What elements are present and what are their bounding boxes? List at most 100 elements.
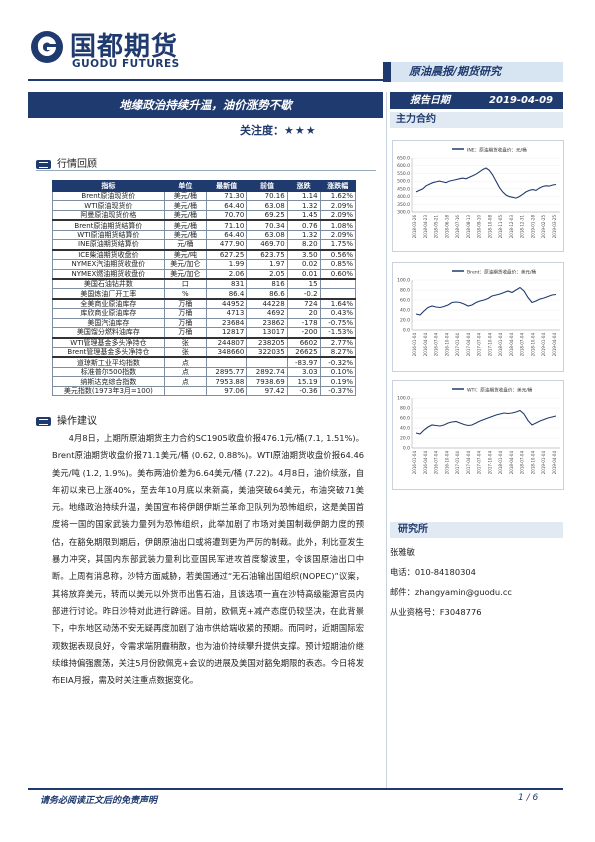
table-cell: 美国馏分燃料油库存 xyxy=(52,327,165,339)
x-tick-label: 2016-10-04 xyxy=(444,333,449,357)
table-cell: 标准普尔500指数 xyxy=(52,366,165,378)
x-tick-label: 2018-04-23 xyxy=(423,215,428,239)
table-cell: 244807 xyxy=(205,336,248,348)
table-cell: 69.25 xyxy=(246,209,288,221)
report-title: 地缘政治持续升温，油价涨势不歇 xyxy=(28,92,383,118)
table-cell: 美国炼油厂开工率 xyxy=(52,288,165,300)
table-cell: 0.43% xyxy=(319,308,357,319)
y-tick-label: 450.0 xyxy=(397,186,410,192)
x-tick-label: 2018-05-21 xyxy=(434,215,439,239)
column-header: 最新值 xyxy=(205,180,248,192)
table-cell xyxy=(319,288,357,300)
y-tick-label: 40.0 xyxy=(400,426,410,432)
table-cell: 0.02 xyxy=(286,259,321,270)
table-cell: 张 xyxy=(163,336,207,348)
table-cell: 纳斯达克综合指数 xyxy=(52,376,165,387)
table-cell: 724 xyxy=(286,297,321,310)
brent-crude-chart: Brent：原油期货收盘价：美元/桶 100.0 80.0 60.0 40.0 20.0 0… xyxy=(392,262,564,372)
x-tick-label: 2019-01-04 xyxy=(541,333,546,357)
x-tick-label: 2018-10-04 xyxy=(530,333,535,357)
table-cell: 0.56% xyxy=(319,248,357,261)
header-rule xyxy=(28,79,383,81)
table-cell xyxy=(205,356,248,368)
focus-stars: ★★★ xyxy=(284,124,317,137)
table-row: 库欣商业原油库存 万桶 4713 4692 20 0.43% xyxy=(52,308,357,319)
table-cell: 1.64% xyxy=(319,297,357,310)
table-cell: 238205 xyxy=(246,336,288,348)
table-cell: 816 xyxy=(246,277,288,290)
researcher-email[interactable]: 邮件：zhangyamin@guodu.cc xyxy=(390,587,512,597)
x-tick-label: 2017-01-04 xyxy=(455,451,460,475)
table-row: NYMEX汽油期货收盘价 美元/加仑 1.99 1.97 0.02 0.85% xyxy=(52,259,357,270)
table-cell: 7938.69 xyxy=(246,376,288,387)
table-cell: 97.06 xyxy=(205,385,248,397)
section-icon xyxy=(36,159,51,169)
focus-rating: 关注度：★★★ xyxy=(240,122,317,138)
table-cell: 831 xyxy=(205,277,248,290)
table-cell: 20 xyxy=(286,308,321,319)
table-cell xyxy=(163,385,207,397)
y-tick-label: 550.0 xyxy=(397,171,410,177)
table-cell: 阿曼原油现货价格 xyxy=(52,209,165,221)
x-tick-label: 2018-09-10 xyxy=(477,215,482,239)
table-cell: 348660 xyxy=(205,347,248,358)
x-tick-label: 2018-06-18 xyxy=(444,215,449,239)
table-cell: 13017 xyxy=(246,327,288,339)
y-tick-label: 80.0 xyxy=(400,288,410,294)
table-cell: 623.75 xyxy=(246,248,288,261)
market-review-heading-text: 行情回顾 xyxy=(57,159,97,170)
x-tick-label: 2018-10-04 xyxy=(530,451,535,475)
table-cell: 1.75% xyxy=(319,239,357,251)
table-row: WTI原油期货结算价 美元/桶 64.40 63.08 1.32 2.09% xyxy=(52,229,357,241)
table-cell: 美元/桶 xyxy=(163,219,207,231)
y-tick-label: 100.0 xyxy=(397,278,410,284)
table-row: Brent原油现货价 美元/桶 71.30 70.16 1.14 1.62% xyxy=(52,190,357,202)
x-tick-label: 2017-04-04 xyxy=(466,451,471,475)
table-cell: -0.32% xyxy=(319,356,357,368)
y-tick-label: 500.0 xyxy=(397,179,410,185)
x-tick-label: 2018-07-04 xyxy=(520,333,525,357)
table-cell: 万桶 xyxy=(163,317,207,329)
table-row: WTI原油现货价 美元/桶 64.40 63.08 1.32 2.09% xyxy=(52,200,357,211)
table-cell: 万桶 xyxy=(163,308,207,319)
x-tick-label: 2016-07-04 xyxy=(434,333,439,357)
table-cell: 70.34 xyxy=(246,219,288,231)
table-cell: 64.40 xyxy=(205,200,248,211)
table-cell: Brent管理基金多头净持仓 xyxy=(52,347,165,358)
researcher-name: 张雅敏 xyxy=(390,547,415,557)
x-tick-label: 2018-10-08 xyxy=(487,215,492,239)
table-cell: 8.27% xyxy=(319,347,357,358)
focus-label: 关注度： xyxy=(240,124,284,137)
guodu-logo-icon xyxy=(31,31,63,63)
table-cell: 1.08% xyxy=(319,219,357,231)
table-cell: 1.99 xyxy=(205,259,248,270)
table-cell: 万桶 xyxy=(163,327,207,339)
footer-disclaimer: 请务必阅读正文后的免责声明 xyxy=(40,796,158,806)
table-cell: 0.10% xyxy=(319,366,357,378)
researcher-phone: 电话：010-84180304 xyxy=(390,567,476,577)
x-tick-label: 2018-07-04 xyxy=(520,451,525,475)
table-cell: 2.09% xyxy=(319,200,357,211)
column-header: 前值 xyxy=(246,180,288,192)
table-row: 美国石油钻井数口 831 816 15 xyxy=(52,277,357,290)
date-value: 2019-04-09 xyxy=(489,95,553,106)
table-row: NYMEX燃油期货收盘价 美元/加仑 2.06 2.05 0.01 0.60% xyxy=(52,268,357,280)
table-cell: 美元/桶 xyxy=(163,190,207,202)
table-cell: 2.05 xyxy=(246,268,288,280)
x-tick-label: 2017-07-04 xyxy=(477,451,482,475)
table-cell: 322035 xyxy=(246,347,288,358)
table-header-row: 指标 单位 最新值 前值 涨跌 涨跌幅 xyxy=(52,180,357,192)
table-cell: 美元/桶 xyxy=(163,200,207,211)
x-tick-label: 2017-04-04 xyxy=(466,333,471,357)
report-date-bar: 报告日期 2019-04-09 xyxy=(390,92,563,109)
x-tick-label: 2017-01-04 xyxy=(455,333,460,357)
wti-crude-chart: WTI：原油期货收盘价：美元/桶 100.0 80.0 60.0 40.0 20.0 0.0… xyxy=(392,380,564,490)
table-cell: 0.01 xyxy=(286,268,321,280)
date-label: 报告日期 xyxy=(410,95,450,106)
table-cell: 6602 xyxy=(286,336,321,348)
table-cell: 15 xyxy=(286,277,321,290)
table-cell: -0.75% xyxy=(319,317,357,329)
table-cell: 1.14 xyxy=(286,190,321,202)
table-cell: INE原油期货结算价 xyxy=(52,239,165,251)
legend-label: WTI：原油期货收盘价：美元/桶 xyxy=(467,387,533,394)
